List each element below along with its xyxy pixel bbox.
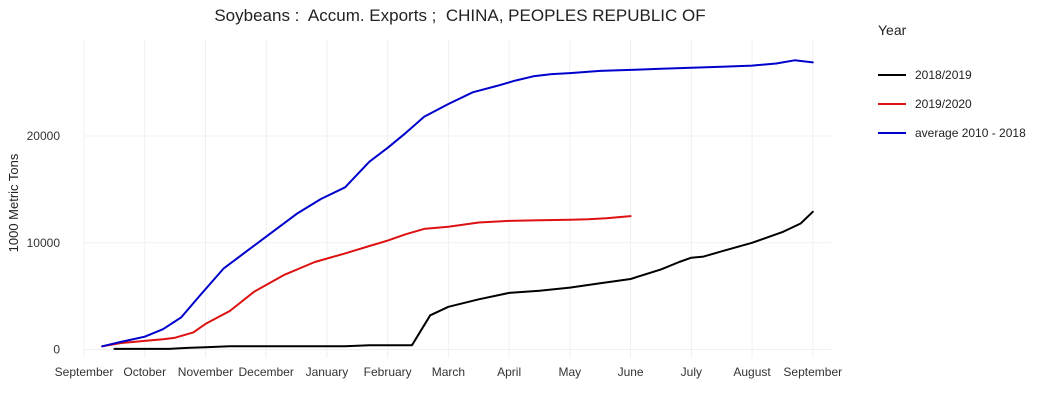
- legend-item[interactable]: 2019/2020: [878, 89, 1048, 118]
- x-tick-label: June: [618, 365, 644, 379]
- line-chart: September October November December January F…: [6, 40, 843, 379]
- x-tick-label: September: [55, 365, 114, 379]
- x-tick-label: February: [364, 365, 412, 379]
- series-line-3: [101, 59, 814, 348]
- x-tick-label: August: [733, 365, 771, 379]
- series-line-1: [113, 210, 814, 350]
- legend-label: 2019/2020: [915, 96, 972, 111]
- legend-label: average 2010 - 2018: [915, 125, 1026, 140]
- legend: Year 2018/2019 2019/2020 average 2010 - 20…: [878, 22, 1048, 147]
- legend-item[interactable]: 2018/2019: [878, 60, 1048, 89]
- x-tick-label: April: [497, 365, 521, 379]
- x-tick-label: July: [681, 365, 702, 379]
- y-tick-label: 10000: [27, 236, 61, 250]
- legend-swatch: [878, 73, 906, 76]
- legend-title: Year: [878, 22, 907, 38]
- grid-layer: [83, 40, 831, 358]
- x-tick-label: November: [178, 365, 233, 379]
- legend-item[interactable]: average 2010 - 2018: [878, 118, 1048, 147]
- x-tick-label: March: [432, 365, 465, 379]
- chart-title: Soybeans : Accum. Exports ; CHINA, PEOPL…: [214, 6, 706, 25]
- y-tick-label: 0: [53, 342, 60, 356]
- x-tick-label: December: [239, 365, 294, 379]
- legend-swatch: [878, 131, 906, 134]
- series-layer: [101, 59, 814, 350]
- x-tick-label: October: [123, 365, 166, 379]
- legend-label: 2018/2019: [915, 67, 972, 82]
- tick-layer: September October November December January F…: [27, 129, 843, 379]
- x-tick-label: September: [783, 365, 842, 379]
- legend-swatch: [878, 102, 906, 105]
- y-tick-label: 20000: [27, 129, 61, 143]
- x-tick-label: May: [559, 365, 582, 379]
- legend-items: 2018/2019 2019/2020 average 2010 - 2018: [878, 60, 1048, 147]
- x-tick-label: January: [306, 365, 349, 379]
- y-axis-title: 1000 Metric Tons: [6, 153, 21, 252]
- series-line-2: [101, 215, 632, 348]
